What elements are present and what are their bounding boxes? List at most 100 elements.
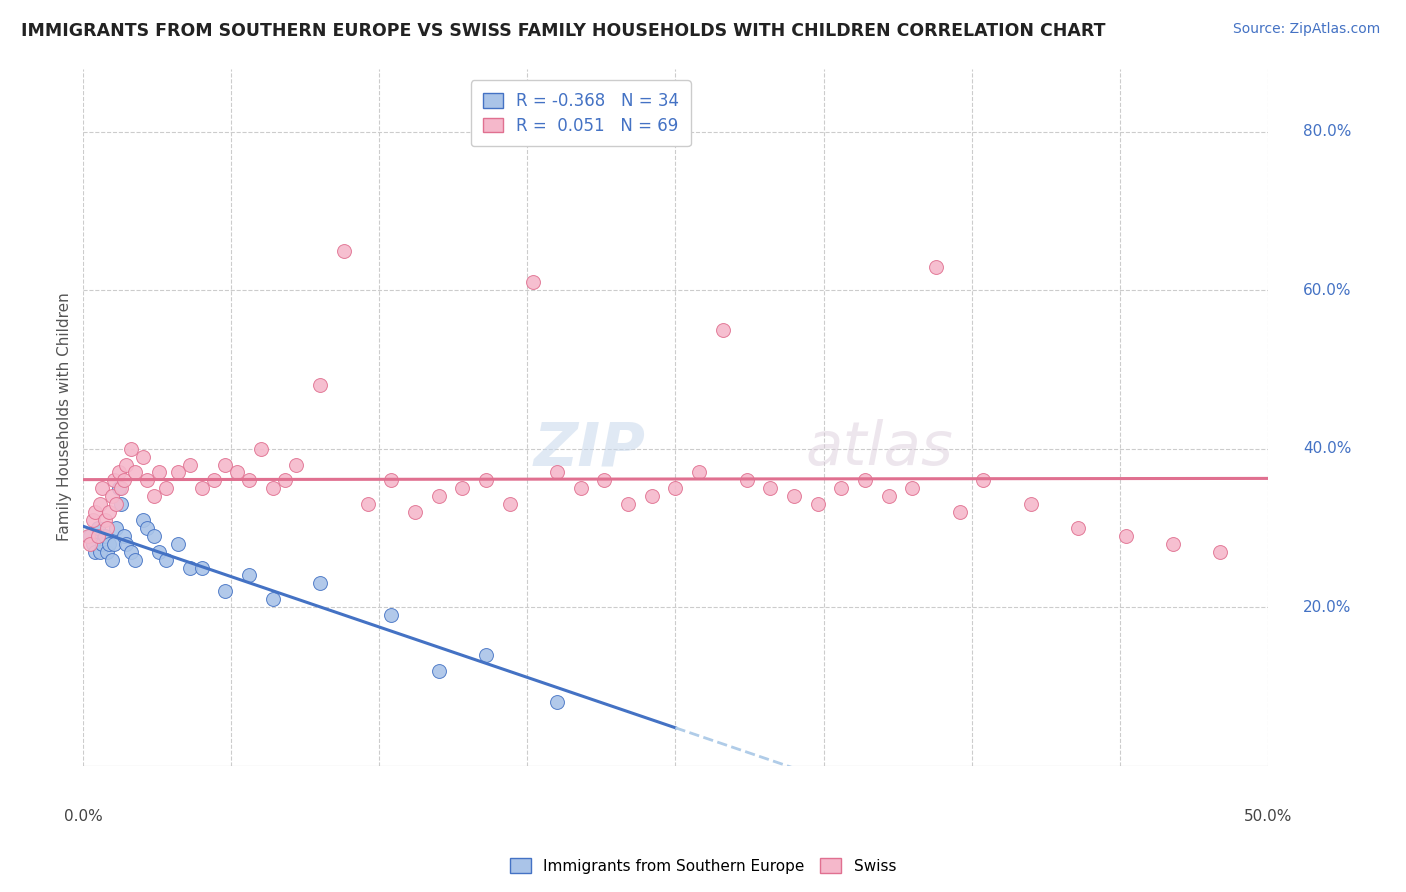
Point [427,489,450,503]
Point [475,648,498,662]
Point [238,568,260,582]
Point [108,481,131,495]
Point [91,481,114,495]
Point [309,378,332,392]
Text: 40.0%: 40.0% [1303,442,1351,456]
Point [226,466,249,480]
Point [711,323,734,337]
Point [131,450,153,464]
Point [273,474,295,488]
Point [593,474,616,488]
Text: 50.0%: 50.0% [1243,809,1292,824]
Point [103,537,125,551]
Point [115,458,138,472]
Point [949,505,972,519]
Point [115,537,138,551]
Point [110,481,132,495]
Point [82,537,104,551]
Point [110,497,132,511]
Point [262,592,284,607]
Point [103,474,125,488]
Text: 0.0%: 0.0% [63,809,103,824]
Point [309,576,332,591]
Point [143,529,166,543]
Point [89,544,111,558]
Point [148,544,170,558]
Point [108,466,131,480]
Point [380,608,402,623]
Point [285,458,308,472]
Point [136,521,159,535]
Point [112,474,135,488]
Point [1067,521,1090,535]
Point [93,513,115,527]
Point [735,474,758,488]
Point [155,552,177,566]
Text: IMMIGRANTS FROM SOUTHERN EUROPE VS SWISS FAMILY HOUSEHOLDS WITH CHILDREN CORRELA: IMMIGRANTS FROM SOUTHERN EUROPE VS SWISS… [21,22,1105,40]
Point [262,481,284,495]
Point [148,466,170,480]
Point [96,544,118,558]
Point [86,521,108,535]
Point [179,560,201,574]
Point [84,544,107,558]
Point [522,276,544,290]
Point [688,466,710,480]
Point [124,552,146,566]
Point [356,497,378,511]
Point [380,474,402,488]
Point [1209,544,1232,558]
Point [84,505,107,519]
Point [82,513,104,527]
Point [131,513,153,527]
Point [498,497,520,511]
Point [79,537,101,551]
Point [105,497,128,511]
Point [89,497,111,511]
Point [1019,497,1042,511]
Point [190,560,212,574]
Point [202,474,225,488]
Legend: R = -0.368   N = 34, R =  0.051   N = 69: R = -0.368 N = 34, R = 0.051 N = 69 [471,80,690,146]
Text: 60.0%: 60.0% [1303,283,1351,298]
Point [901,481,924,495]
Point [105,521,128,535]
Point [214,584,236,599]
Text: atlas: atlas [806,419,953,478]
Y-axis label: Family Households with Children: Family Households with Children [58,293,72,541]
Point [214,458,236,472]
Point [155,481,177,495]
Point [546,695,568,709]
Point [641,489,664,503]
Point [1115,529,1137,543]
Point [190,481,212,495]
Point [333,244,356,258]
Point [91,537,114,551]
Point [877,489,900,503]
Point [617,497,640,511]
Point [427,664,450,678]
Point [112,529,135,543]
Point [86,529,108,543]
Point [98,537,121,551]
Point [77,529,100,543]
Text: ZIP: ZIP [533,419,645,478]
Point [451,481,474,495]
Point [830,481,852,495]
Point [120,442,142,456]
Point [1161,537,1184,551]
Point [179,458,201,472]
Point [925,260,948,274]
Point [98,505,121,519]
Text: 20.0%: 20.0% [1303,599,1351,615]
Point [238,474,260,488]
Text: 80.0%: 80.0% [1303,124,1351,139]
Point [124,466,146,480]
Point [100,489,122,503]
Point [404,505,426,519]
Point [167,537,190,551]
Point [759,481,782,495]
Point [167,466,190,480]
Point [853,474,876,488]
Point [546,466,568,480]
